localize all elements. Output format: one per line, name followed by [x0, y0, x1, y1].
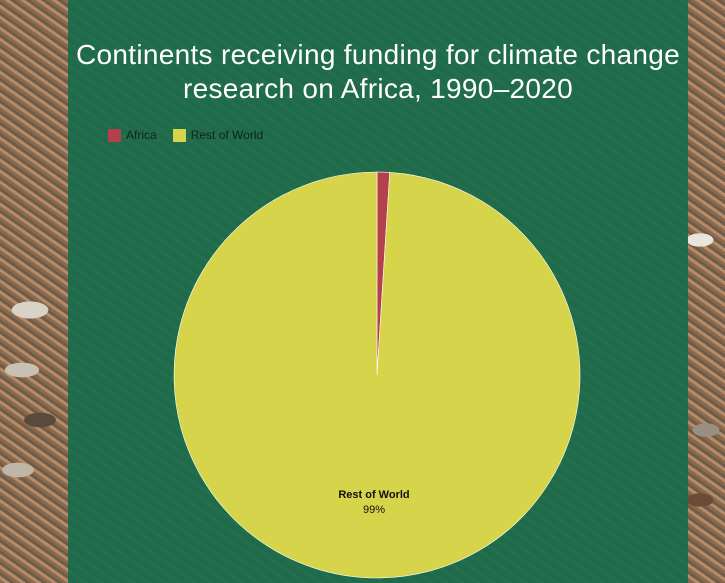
legend-label-rest-of-world: Rest of World [190, 128, 264, 142]
legend-item-africa[interactable]: Africa [108, 128, 157, 142]
legend-swatch-rest-of-world [172, 128, 186, 142]
chart-title: Continents receiving funding for climate… [76, 39, 680, 104]
legend-item-rest-of-world[interactable]: Rest of World [172, 128, 264, 142]
pie-slices [173, 171, 581, 579]
legend-label-africa: Africa [126, 128, 157, 142]
data-label-rest-of-world-name: Rest of World [338, 489, 409, 501]
pie-slice-rest-of-world[interactable] [173, 171, 581, 579]
legend-swatch-africa [108, 128, 121, 142]
chart-legend: Africa Rest of World [108, 128, 273, 142]
pie-data-labels: Rest of World 99% [338, 489, 409, 516]
data-label-rest-of-world-percent: 99% [363, 504, 385, 516]
